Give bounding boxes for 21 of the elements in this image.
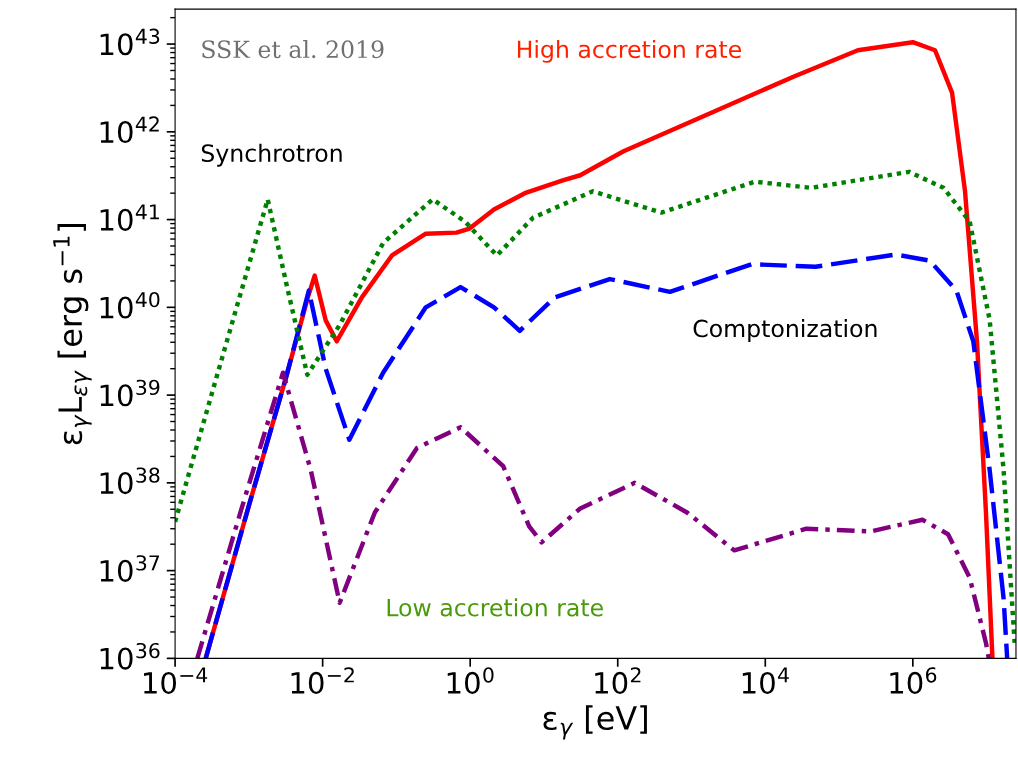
x-tick-label: 10$^{4}$ bbox=[742, 667, 789, 694]
annotation: Low accretion rate bbox=[387, 598, 603, 617]
y-tick-label: 10$^{36}$ bbox=[100, 642, 160, 670]
annotation: Synchrotron bbox=[201, 143, 342, 167]
y-tick-label: 10$^{41}$ bbox=[100, 204, 159, 231]
y-tick-label: 10$^{37}$ bbox=[100, 555, 160, 582]
x-tick-label: 10$^{6}$ bbox=[890, 667, 937, 694]
annotation: SSK et al. 2019 bbox=[202, 39, 384, 59]
y-tick-label: 10$^{43}$ bbox=[100, 28, 160, 56]
annotation: Comptonization bbox=[693, 319, 877, 342]
y-axis-title: ε$_{γ}$L$_{εγ}$ [erg s$^{−1}$] bbox=[53, 224, 92, 445]
x-tick-label: 10$^{0}$ bbox=[447, 667, 494, 694]
y-tick-label: 10$^{38}$ bbox=[100, 467, 160, 495]
x-tick-label: 10$^{2}$ bbox=[595, 667, 641, 694]
y-tick-label: 10$^{42}$ bbox=[100, 116, 159, 144]
x-tick-label: 10$^{−4}$ bbox=[144, 667, 208, 694]
y-tick-label: 10$^{39}$ bbox=[100, 379, 160, 407]
x-tick-label: 10$^{−2}$ bbox=[291, 667, 354, 694]
y-tick-label: 10$^{40}$ bbox=[100, 291, 160, 319]
x-axis-title: ε$_{γ}$ [eV] bbox=[543, 705, 647, 740]
annotation: High accretion rate bbox=[517, 39, 741, 63]
